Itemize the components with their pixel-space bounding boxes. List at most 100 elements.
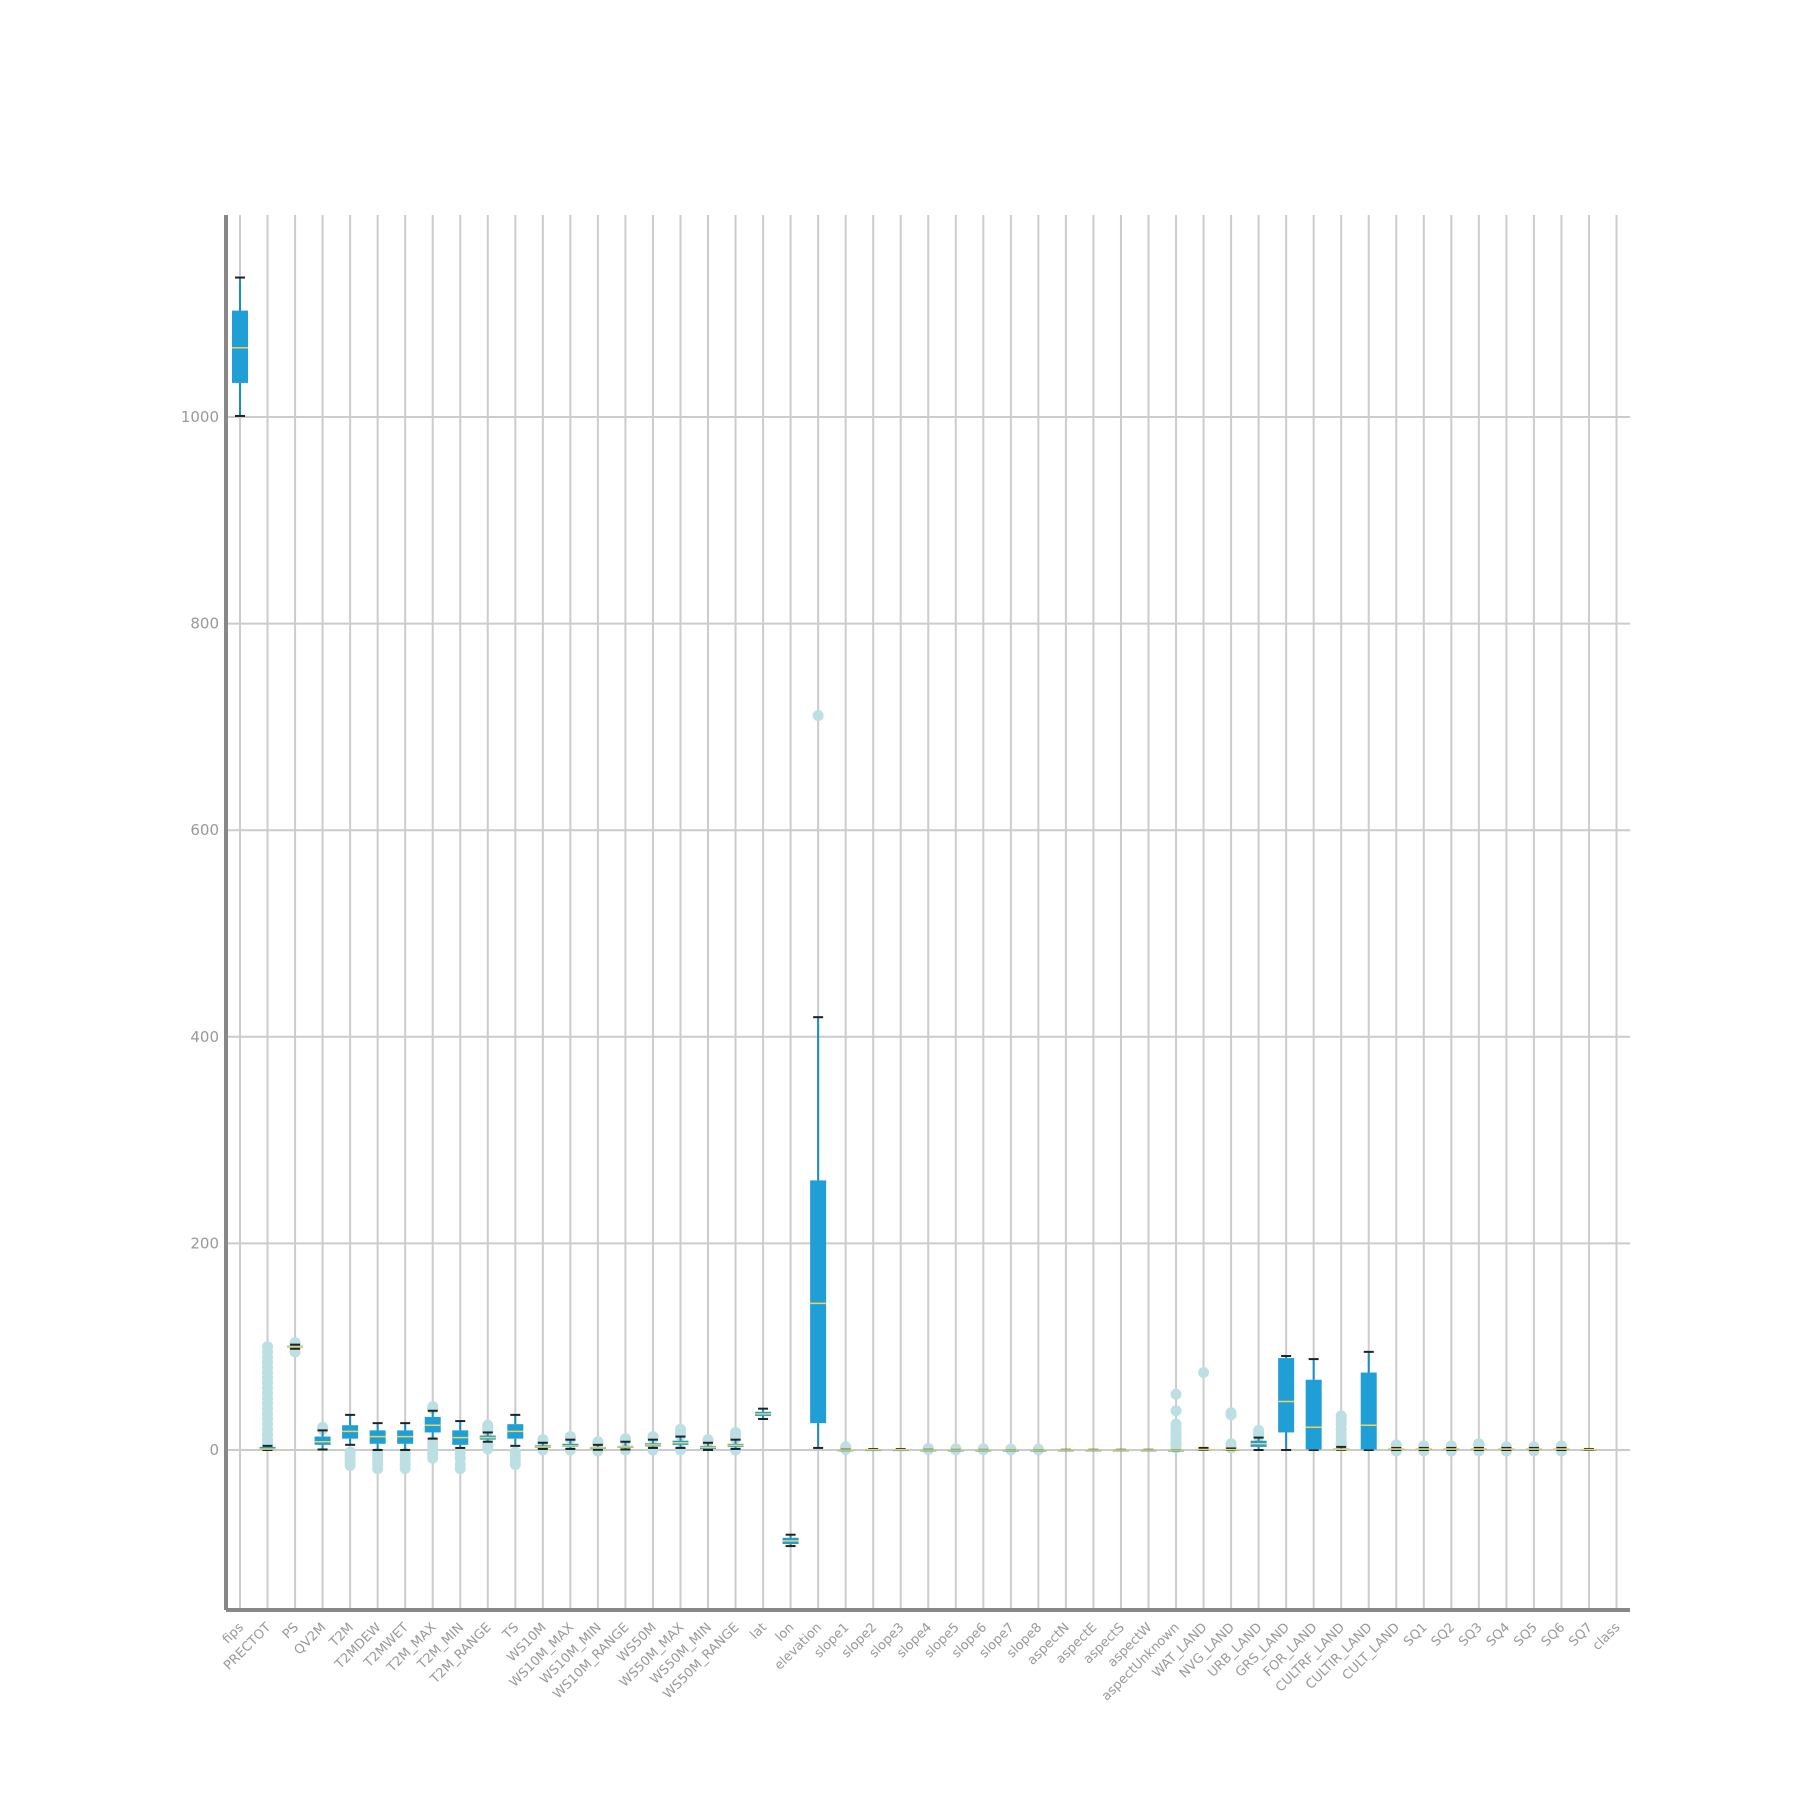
outlier-point (1225, 1407, 1237, 1419)
box-slope4 (920, 1442, 937, 1455)
outlier-point (922, 1442, 934, 1454)
box-slope7 (1002, 1443, 1019, 1456)
box-WS10M_MIN (589, 1436, 606, 1457)
box-T2M_MAX (424, 1401, 441, 1464)
box-TS (507, 1413, 524, 1470)
box-fips (232, 276, 248, 417)
outlier-point (730, 1444, 742, 1456)
axis-spines (224, 215, 1630, 1612)
box-CULTRF_LAND (1333, 1410, 1350, 1452)
box-URB_LAND (1250, 1424, 1267, 1451)
box-CULTIR_LAND (1360, 1350, 1377, 1451)
outlier-point (564, 1444, 576, 1456)
box-series (232, 276, 1597, 1548)
box-SQ2 (1443, 1440, 1460, 1457)
outlier-point (950, 1443, 962, 1455)
outlier-point (1198, 1367, 1210, 1379)
outlier-point (482, 1419, 494, 1431)
box-iqr (314, 1436, 331, 1445)
box-iqr (1305, 1379, 1322, 1450)
box-T2MDEW (369, 1422, 386, 1475)
box-PRECTOT (259, 1341, 276, 1451)
outlier-point (372, 1463, 384, 1475)
x-tick-label: lat (747, 1620, 769, 1642)
box-SQ6 (1553, 1440, 1570, 1457)
box-SQ5 (1525, 1441, 1542, 1457)
box-aspectE (1085, 1448, 1102, 1452)
x-tick-label: SQ5 (1511, 1620, 1541, 1650)
y-tick-label: 600 (190, 821, 219, 839)
box-SQ7 (1580, 1447, 1597, 1451)
box-slope6 (975, 1443, 992, 1456)
box-WS10M_RANGE (617, 1433, 634, 1456)
box-T2M_RANGE (479, 1419, 496, 1455)
box-GRS_LAND (1278, 1354, 1295, 1451)
y-tick-label: 400 (190, 1028, 219, 1046)
box-WS50M (644, 1431, 661, 1456)
box-PS (287, 1337, 304, 1358)
box-WS10M (534, 1434, 551, 1456)
grid-lines (226, 215, 1630, 1610)
x-tick-label: SQ2 (1429, 1620, 1459, 1650)
outlier-point (344, 1459, 356, 1471)
x-tick-label: PS (280, 1620, 302, 1642)
box-iqr (232, 310, 248, 383)
outlier-point (1253, 1424, 1265, 1436)
box-T2MWET (397, 1422, 414, 1475)
box-lon (782, 1533, 799, 1548)
box-WS50M_MIN (700, 1434, 717, 1451)
box-WAT_LAND (1195, 1367, 1212, 1451)
y-tick-label: 1000 (181, 408, 219, 426)
box-slope8 (1030, 1443, 1047, 1456)
outlier-point (482, 1443, 494, 1455)
box-FOR_LAND (1305, 1358, 1322, 1451)
box-aspectS (1112, 1448, 1129, 1452)
box-WS50M_MAX (672, 1423, 689, 1456)
box-aspectUnknown (1168, 1388, 1185, 1454)
box-elevation (810, 710, 827, 1449)
box-iqr (1278, 1358, 1295, 1433)
y-axis: 0 200 400 600 800 1000 (181, 408, 219, 1459)
outlier-point (509, 1458, 521, 1470)
y-tick-label: 800 (190, 615, 219, 633)
box-slope2 (865, 1448, 882, 1452)
outlier-point (812, 710, 824, 722)
box-T2M (342, 1413, 359, 1471)
box-SQ3 (1470, 1438, 1487, 1457)
box-CULT_LAND (1388, 1439, 1405, 1457)
box-aspectW (1140, 1448, 1157, 1452)
box-lat (755, 1407, 772, 1421)
box-WS50M_RANGE (727, 1426, 744, 1456)
x-tick-label: SQ3 (1456, 1620, 1486, 1650)
outlier-point (399, 1463, 411, 1475)
box-slope1 (837, 1441, 854, 1455)
x-tick-label: SQ6 (1539, 1620, 1569, 1650)
box-iqr (1360, 1372, 1377, 1450)
box-aspectN (1057, 1448, 1074, 1452)
box-SQ1 (1415, 1440, 1432, 1457)
outlier-point (454, 1463, 466, 1475)
x-tick-label: SQ1 (1401, 1620, 1431, 1650)
x-tick-label: SQ4 (1484, 1620, 1514, 1650)
outlier-point (1170, 1405, 1182, 1417)
box-QV2M (314, 1421, 331, 1451)
box-SQ4 (1498, 1441, 1515, 1457)
outlier-point (1335, 1410, 1347, 1422)
x-tick-label: class (1590, 1620, 1624, 1654)
outlier-point (1170, 1418, 1182, 1430)
x-tick-label: QV2M (291, 1620, 329, 1658)
outlier-point (427, 1452, 439, 1464)
box-WS10M_MAX (562, 1431, 579, 1456)
box-slope5 (947, 1443, 964, 1456)
outlier-point (730, 1426, 742, 1438)
outlier-point (977, 1443, 989, 1455)
y-tick-label: 200 (190, 1234, 219, 1252)
outlier-point (1170, 1388, 1182, 1400)
box-NVG_LAND (1223, 1407, 1240, 1454)
outlier-point (674, 1423, 686, 1435)
box-slope3 (892, 1448, 909, 1452)
outlier-point (262, 1341, 274, 1353)
outlier-point (1225, 1438, 1237, 1450)
